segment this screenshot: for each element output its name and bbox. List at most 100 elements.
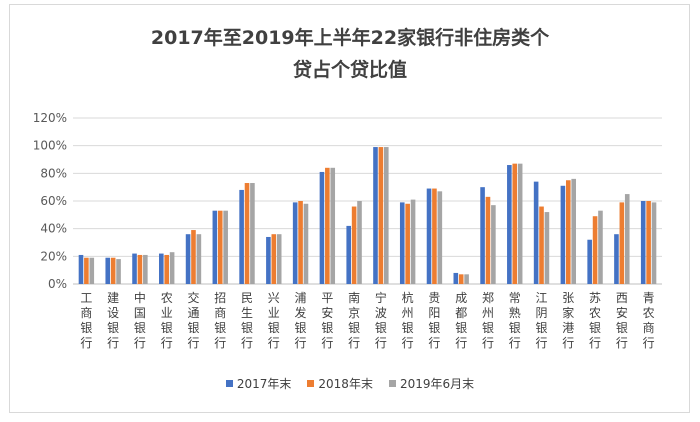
bar — [640, 201, 646, 284]
bar — [480, 187, 485, 284]
bar — [378, 147, 384, 284]
x-tick-label: 郑州银行 — [482, 290, 494, 350]
x-tick-label: 交通银行 — [187, 290, 199, 350]
bar — [373, 147, 378, 284]
bar — [646, 201, 651, 284]
x-tick-label: 建设银行 — [107, 291, 119, 350]
bar — [533, 181, 539, 284]
bar — [598, 210, 603, 284]
x-tick-label: 农业银行 — [161, 291, 173, 350]
x-tick-label: 兴业银行 — [268, 291, 280, 350]
bar — [217, 210, 223, 284]
bar — [244, 183, 250, 284]
legend-item: 2019年6月末 — [388, 375, 475, 392]
bar — [84, 257, 89, 284]
bar — [164, 254, 170, 284]
bar — [507, 165, 512, 284]
y-tick-label: 80% — [40, 166, 67, 180]
bar — [491, 205, 496, 284]
bar — [571, 178, 576, 284]
legend: 2017年末 2018年末 2019年6月末 — [0, 375, 700, 392]
chart-frame — [9, 4, 690, 413]
y-tick-label: 0% — [48, 277, 67, 291]
bar — [223, 210, 228, 284]
bar — [266, 236, 271, 284]
x-tick-label: 成都银行 — [455, 291, 467, 350]
bar — [330, 167, 336, 284]
bar — [405, 203, 410, 284]
bar — [619, 202, 625, 284]
x-tick-label: 杭州银行 — [402, 290, 414, 350]
x-tick-label: 西安银行 — [616, 291, 628, 350]
bar — [432, 188, 437, 284]
y-tick-label: 40% — [40, 222, 67, 236]
y-tick-label: 60% — [40, 194, 67, 208]
bars — [78, 147, 657, 284]
bar — [512, 163, 518, 284]
legend-swatch — [225, 380, 233, 387]
legend-item: 2017年末 — [225, 375, 292, 392]
bar — [239, 189, 244, 284]
legend-label: 2017年末 — [236, 377, 292, 391]
legend-swatch — [388, 380, 396, 387]
chart-title-line-1: 2017年至2019年上半年22家银行非住房类个 — [150, 27, 550, 49]
bar — [410, 199, 416, 284]
x-tick-label: 民生银行 — [241, 291, 253, 350]
bar — [250, 183, 255, 284]
bar — [351, 206, 357, 284]
x-tick-label: 招商银行 — [214, 291, 226, 350]
bar — [132, 253, 137, 284]
legend-swatch — [307, 380, 315, 387]
bar — [614, 234, 619, 284]
x-tick-label: 苏农银行 — [589, 291, 601, 350]
bar — [191, 230, 196, 284]
chart-title-line-2: 贷占个贷比值 — [292, 59, 407, 81]
x-tick-label: 平安银行 — [321, 291, 333, 350]
bar — [276, 234, 282, 284]
bar — [105, 257, 111, 284]
chart-title: 2017年至2019年上半年22家银行非住房类个 贷占个贷比值 — [0, 22, 700, 86]
bar — [137, 254, 143, 284]
legend-label: 2018年末 — [318, 377, 373, 391]
bar — [292, 202, 298, 284]
bar — [298, 201, 303, 284]
y-tick-label: 20% — [40, 249, 67, 263]
bar — [383, 147, 389, 284]
legend-label: 2019年6月末 — [399, 377, 475, 391]
bar — [464, 274, 469, 284]
x-tick-label: 中国银行 — [134, 290, 146, 350]
x-tick-label: 浦发银行 — [295, 291, 307, 350]
x-tick-label: 青农商行 — [643, 291, 655, 350]
bar — [325, 167, 330, 284]
bar — [624, 194, 630, 284]
x-tick-label: 江阴银行 — [536, 291, 548, 350]
x-axis-labels: 工商银行 建设银行 中国银行 农业银行 交通银行 招商银行 民生银行 兴业银行 浦发银行 平安银行… — [80, 290, 654, 350]
bar — [303, 203, 309, 284]
bar — [399, 202, 405, 284]
bar — [485, 196, 491, 284]
bar — [169, 252, 175, 284]
bar — [116, 259, 121, 284]
y-tick-label: 120% — [33, 111, 67, 125]
bar — [271, 234, 277, 284]
bar — [544, 212, 550, 284]
bar — [560, 185, 566, 284]
bar — [110, 257, 116, 284]
bar — [565, 180, 571, 284]
x-tick-label: 贵阳银行 — [428, 291, 440, 350]
x-tick-label: 宁波银行 — [375, 290, 387, 350]
y-tick-label: 100% — [33, 139, 67, 153]
bar — [357, 201, 362, 284]
bar — [196, 234, 202, 284]
x-tick-label: 张家港行 — [562, 291, 574, 350]
x-tick-label: 南京银行 — [348, 290, 360, 350]
bar — [159, 253, 164, 284]
bar — [185, 234, 191, 284]
bar — [319, 171, 325, 284]
bar — [89, 257, 95, 284]
y-axis-labels: 0% 20% 40% 60% 80% 100% 120% — [33, 111, 67, 291]
bar — [539, 206, 544, 284]
bar — [346, 225, 352, 284]
bar — [651, 202, 657, 284]
